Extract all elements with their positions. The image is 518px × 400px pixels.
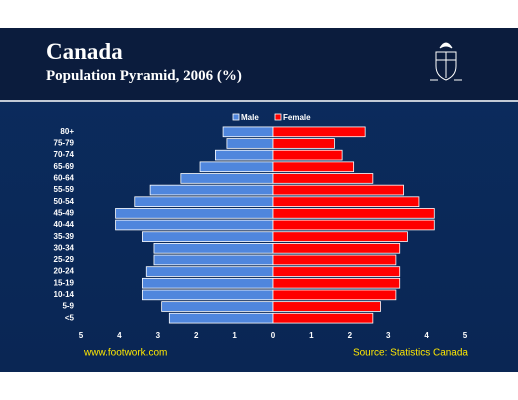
- x-tick-label: 5: [79, 331, 84, 340]
- bar: [272, 266, 401, 277]
- bar: [142, 289, 274, 301]
- y-tick-label: <5: [65, 313, 75, 322]
- x-tick-label: 3: [156, 331, 161, 340]
- y-tick-label: 5-9: [62, 302, 74, 311]
- bar: [272, 312, 374, 324]
- crest-logo: [430, 42, 462, 81]
- bar: [153, 243, 274, 254]
- bar: [168, 312, 274, 324]
- bar: [153, 254, 274, 266]
- bar: [115, 208, 274, 219]
- x-tick-label: 1: [232, 331, 237, 340]
- bar: [226, 138, 274, 149]
- y-tick-label: 65-69: [54, 162, 75, 171]
- bar: [180, 173, 274, 184]
- bar: [272, 196, 420, 207]
- bar: [115, 219, 274, 231]
- y-tick-label: 70-74: [54, 150, 75, 159]
- bar: [272, 254, 397, 266]
- bar: [134, 196, 274, 207]
- bar: [142, 277, 274, 289]
- y-tick-label: 75-79: [54, 139, 75, 148]
- x-tick-label: 2: [194, 331, 199, 340]
- bar: [272, 138, 335, 149]
- x-tick-label: 4: [117, 331, 122, 340]
- bar: [272, 208, 435, 219]
- source-note: Source: Statistics Canada: [353, 348, 468, 359]
- legend-swatch: [232, 113, 240, 121]
- y-tick-label: 45-49: [54, 208, 75, 217]
- y-tick-label: 25-29: [54, 255, 75, 264]
- y-tick-label: 20-24: [54, 267, 75, 276]
- website: www.footwork.com: [83, 348, 167, 359]
- bar: [272, 149, 343, 161]
- legend-swatch: [274, 113, 282, 121]
- bar: [272, 161, 355, 173]
- x-tick-label: 1: [309, 331, 314, 340]
- y-tick-label: 35-39: [54, 232, 75, 241]
- y-tick-label: 30-34: [54, 243, 75, 252]
- y-tick-label: 55-59: [54, 185, 75, 194]
- bar: [272, 277, 401, 289]
- y-tick-label: 10-14: [54, 290, 75, 299]
- legend-label: Female: [283, 113, 311, 122]
- bar: [272, 243, 401, 254]
- chart-title: Canada: [46, 39, 123, 64]
- bar: [214, 149, 274, 161]
- bar: [272, 184, 404, 196]
- x-tick-label: 3: [386, 331, 391, 340]
- bar: [272, 173, 374, 184]
- bar: [142, 231, 274, 242]
- x-tick-label: 2: [348, 331, 353, 340]
- legend-label: Male: [241, 113, 259, 122]
- bar: [272, 301, 381, 312]
- bar: [272, 126, 366, 138]
- chart-subtitle: Population Pyramid, 2006 (%): [46, 68, 242, 84]
- y-tick-label: 80+: [60, 127, 74, 136]
- y-tick-label: 40-44: [54, 220, 75, 229]
- y-tick-label: 60-64: [54, 174, 75, 183]
- x-tick-label: 0: [271, 331, 276, 340]
- bar: [272, 231, 408, 242]
- bar: [222, 126, 274, 138]
- header-band: [0, 28, 518, 100]
- bar: [272, 289, 397, 301]
- x-tick-label: 4: [424, 331, 429, 340]
- bar: [272, 219, 435, 231]
- x-tick-label: 5: [463, 331, 468, 340]
- y-tick-label: 15-19: [54, 278, 75, 287]
- bar: [145, 266, 274, 277]
- bar: [161, 301, 274, 312]
- y-tick-label: 50-54: [54, 197, 75, 206]
- bar: [199, 161, 274, 173]
- bar: [149, 184, 274, 196]
